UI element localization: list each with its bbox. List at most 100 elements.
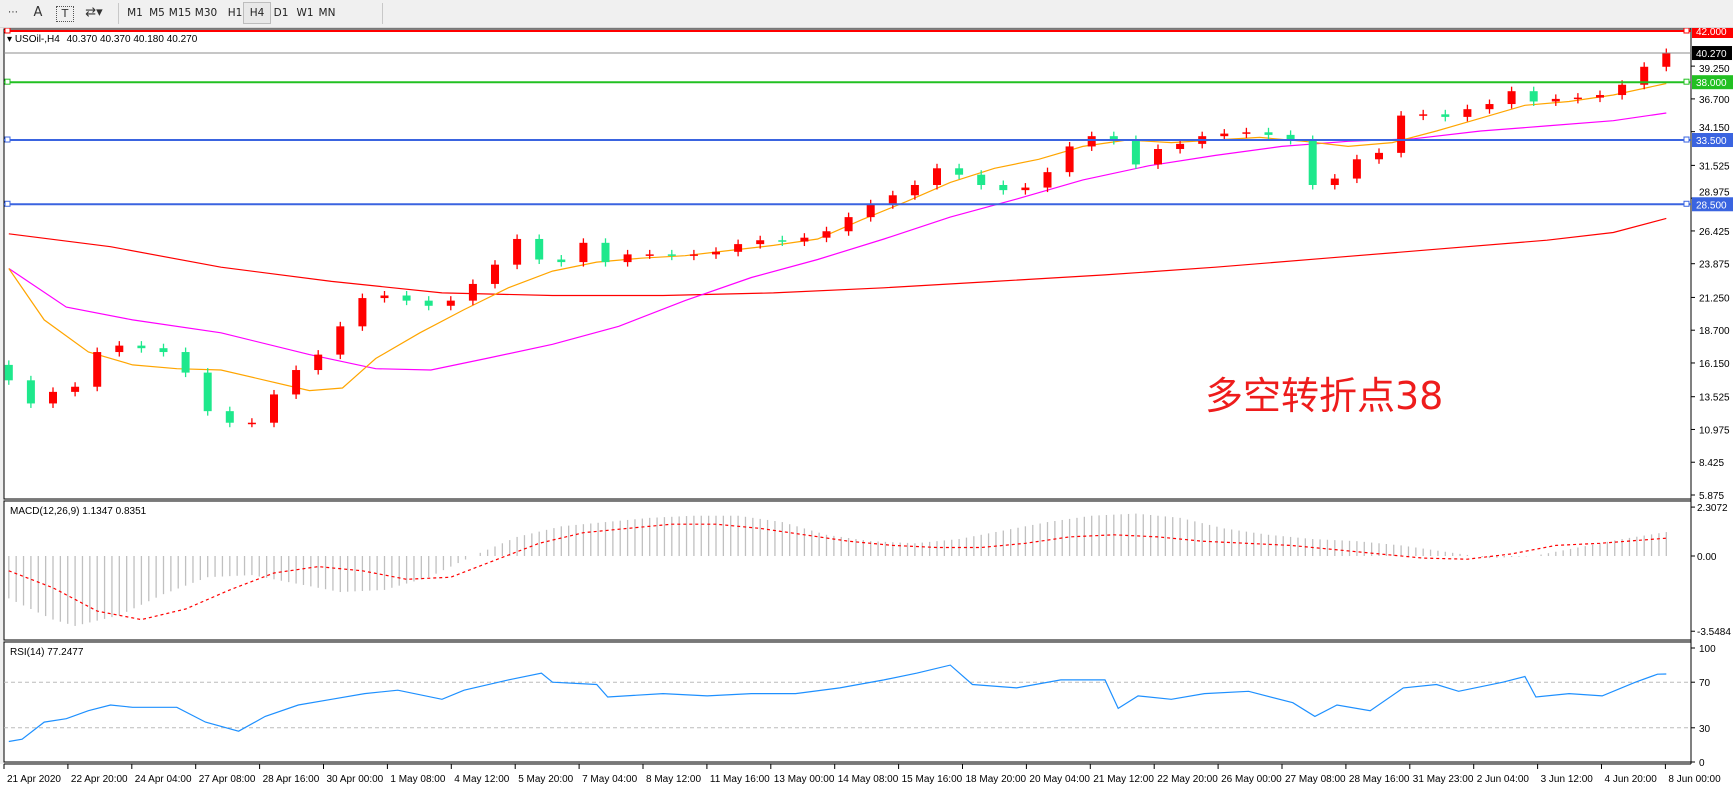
level-tag: [1692, 75, 1733, 90]
time-tick-label: 7 May 04:00: [582, 774, 637, 785]
candle-body: [468, 283, 477, 301]
collapse-triangle-icon[interactable]: ▾: [7, 34, 13, 45]
level-tag: [1692, 133, 1733, 148]
candle-body: [26, 380, 35, 404]
price-tick-label: 18.700: [1699, 326, 1730, 337]
candle-body: [1043, 172, 1052, 188]
main-pane: [3, 28, 1692, 500]
time-tick-label: 22 May 20:00: [1157, 774, 1218, 785]
candle-body: [888, 195, 897, 205]
ma-fast-line: [8, 82, 1667, 392]
price-tick-label: 5.875: [1699, 491, 1724, 502]
candle-body: [491, 264, 499, 284]
candle-body: [844, 217, 853, 232]
candle-body: [645, 254, 654, 256]
time-tick-label: 20 May 04:00: [1029, 774, 1090, 785]
candle-body: [159, 348, 168, 353]
macd-tick-label: 2.3072: [1697, 503, 1728, 514]
candle-body: [1330, 178, 1339, 185]
candle-body: [557, 259, 566, 263]
time-tick-label: 27 May 08:00: [1285, 774, 1346, 785]
level-handle-left: [4, 136, 11, 143]
candle-body: [1463, 109, 1472, 117]
time-tick-label: 30 Apr 00:00: [327, 774, 384, 785]
price-axis-bg: [1691, 28, 1733, 768]
candle-body: [292, 370, 301, 395]
candle-body: [1087, 136, 1096, 147]
macd-pane: [3, 500, 1692, 641]
candle-body: [446, 300, 455, 306]
candle-body: [910, 184, 919, 196]
candle-body: [247, 422, 256, 425]
level-handle-left: [4, 200, 11, 207]
level-label: 38.000: [1696, 78, 1727, 89]
timeframe-m1[interactable]: M1: [127, 7, 143, 19]
time-tick-label: 27 Apr 08:00: [199, 774, 256, 785]
macd-signal-line: [8, 523, 1667, 621]
timeframe-m5[interactable]: M5: [149, 7, 165, 19]
time-tick-label: 22 Apr 20:00: [71, 774, 128, 785]
candle-body: [1573, 97, 1582, 100]
candle-body: [1662, 53, 1671, 67]
candle-body: [424, 300, 433, 306]
candle-body: [402, 295, 411, 301]
timeframe-w1[interactable]: W1: [296, 7, 314, 19]
time-tick-label: 18 May 20:00: [966, 774, 1027, 785]
time-tick-label: 14 May 08:00: [838, 774, 899, 785]
candle-body: [358, 298, 367, 327]
grid-lines-icon[interactable]: ⋯: [8, 7, 18, 18]
candle-body: [1640, 66, 1649, 85]
candle-body: [1220, 133, 1229, 137]
candle-body: [1021, 187, 1030, 191]
candle-body: [270, 394, 278, 423]
text-label-icon[interactable]: T: [56, 6, 74, 22]
timeframe-h4[interactable]: H4: [243, 2, 271, 24]
time-tick-label: 8 May 12:00: [646, 774, 701, 785]
macd-tick-label: -3.5484: [1697, 627, 1731, 638]
level-label: 33.500: [1696, 136, 1727, 147]
timeframe-d1[interactable]: D1: [273, 7, 289, 19]
time-tick-label: 28 Apr 16:00: [263, 774, 320, 785]
text-A-icon[interactable]: A: [33, 5, 43, 20]
price-tick-label: 34.150: [1699, 123, 1730, 134]
time-tick-label: 2 Jun 04:00: [1477, 774, 1530, 785]
candle-body: [1065, 146, 1074, 173]
price-tick-label: 10.975: [1699, 425, 1730, 436]
candle-body: [1154, 149, 1162, 165]
level-handle-left: [4, 78, 11, 85]
candle-body: [49, 391, 57, 404]
time-tick-label: 8 Jun 00:00: [1668, 774, 1721, 785]
rsi-tick-label: 70: [1699, 678, 1711, 689]
candle-body: [822, 231, 831, 238]
time-tick-label: 4 May 12:00: [454, 774, 509, 785]
timeframe-h1[interactable]: H1: [227, 7, 243, 19]
timeframe-m15[interactable]: M15: [168, 7, 192, 19]
candle-body: [336, 326, 345, 355]
candle-body: [1352, 159, 1361, 179]
candle-body: [225, 411, 234, 423]
rsi-tick-label: 30: [1699, 724, 1711, 735]
price-chart[interactable]: 39.250 36.700 34.150 31.525 28.975 26.425 23.8…: [0, 28, 1733, 792]
annotation-text: 多空转折点38: [1205, 374, 1444, 418]
time-tick-label: 26 May 00:00: [1221, 774, 1282, 785]
level-handle-right: [1683, 136, 1690, 143]
candle-body: [1618, 84, 1627, 96]
candle-body: [977, 174, 986, 185]
ohlc-values: 40.370 40.370 40.180 40.270: [66, 34, 198, 45]
time-tick-label: 21 May 12:00: [1093, 774, 1154, 785]
candle-body: [601, 242, 610, 263]
candle-body: [115, 345, 124, 353]
timeframe-mn[interactable]: MN: [318, 7, 336, 19]
candle-body: [1485, 104, 1494, 110]
candle-body: [1596, 95, 1604, 98]
candle-body: [933, 168, 941, 185]
level-tag: [1692, 197, 1733, 212]
candle-body: [1397, 115, 1406, 153]
candle-body: [314, 354, 323, 371]
arrows-icon[interactable]: ⇄▾: [85, 5, 103, 20]
level-handle-left: [4, 28, 11, 34]
price-tick-label: 8.425: [1699, 458, 1724, 469]
timeframe-m30[interactable]: M30: [194, 7, 218, 19]
candle-body: [137, 345, 146, 349]
price-tick-label: 31.525: [1699, 161, 1730, 172]
